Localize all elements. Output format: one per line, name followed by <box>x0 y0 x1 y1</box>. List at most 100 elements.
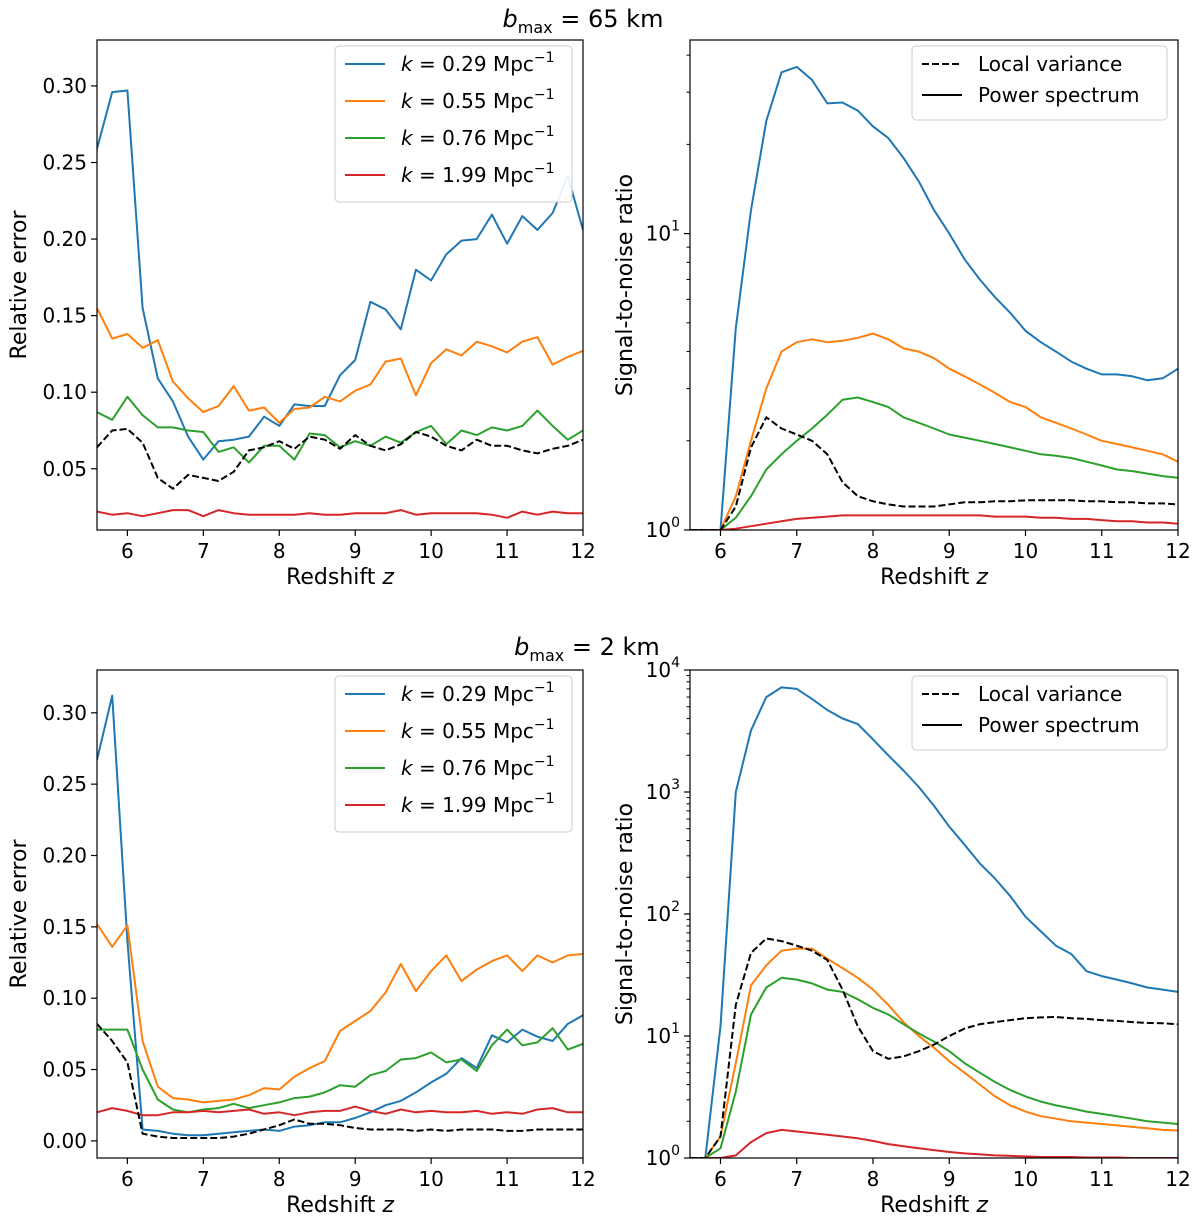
series-line-k199 <box>97 509 583 519</box>
legend: Local variance Power spectrum <box>911 675 1168 751</box>
x-tick-label: 8 <box>273 539 286 563</box>
legend-label: k = 1.99 Mpc−1 <box>401 791 555 817</box>
y-tick-label: 100 <box>646 515 680 542</box>
y-tick-label: 0.30 <box>42 701 87 725</box>
series-line-local-dashed <box>690 416 1178 530</box>
legend-frame <box>911 45 1168 121</box>
axes-frame <box>689 39 1179 531</box>
x-tick-label: 11 <box>1089 539 1114 563</box>
chart-panel-top-left: 6 7 8 9 10 11 12 0.05 0.10 0.15 0.20 0.25 0.30 Redshi… <box>7 39 596 590</box>
chart-panel-bottom-right: 6 7 8 9 10 11 12 100 101 102 103 104 Redshift z Signa… <box>613 655 1191 1218</box>
x-tick-label: 12 <box>570 539 595 563</box>
axes-frame <box>96 669 584 1159</box>
y-tick-label: 101 <box>646 219 680 246</box>
series-line-k076 <box>97 395 583 464</box>
legend-frame <box>334 675 573 833</box>
legend-label: k = 0.76 Mpc−1 <box>401 124 555 150</box>
y-tick-label: 0.30 <box>42 74 87 98</box>
y-tick-label: 101 <box>646 1021 680 1048</box>
legend: k = 0.29 Mpc−1 k = 0.55 Mpc−1 k = 0.76 Mpc… <box>334 45 573 203</box>
legend-label: k = 0.29 Mpc−1 <box>401 50 555 76</box>
axes-frame <box>96 39 584 531</box>
x-axis-label: Redshift z <box>286 1193 394 1218</box>
series-group <box>97 89 583 519</box>
series-line-k076 <box>97 1027 583 1114</box>
series-group <box>690 65 1178 530</box>
x-tick-label: 12 <box>1165 539 1190 563</box>
legend-label: Power spectrum <box>978 83 1139 107</box>
legend-frame <box>911 675 1168 751</box>
y-tick-label: 0.10 <box>42 380 87 404</box>
y-tick-label: 0.15 <box>42 304 87 328</box>
legend: Local variance Power spectrum <box>911 45 1168 121</box>
x-tick-label: 11 <box>494 1167 519 1191</box>
x-tick-label: 10 <box>418 1167 443 1191</box>
y-tick-label: 104 <box>646 655 680 682</box>
series-group <box>690 686 1178 1158</box>
y-axis-label: Signal-to-noise ratio <box>613 803 638 1025</box>
x-tick-label: 11 <box>494 539 519 563</box>
series-line-local-dashed <box>690 937 1178 1158</box>
y-tick-label: 100 <box>646 1143 680 1170</box>
series-group <box>97 694 583 1139</box>
y-tick-label: 0.10 <box>42 986 87 1010</box>
x-tick-label: 11 <box>1089 1167 1114 1191</box>
x-tick-label: 12 <box>1165 1167 1190 1191</box>
y-tick-label: 0.25 <box>42 772 87 796</box>
y-tick-label: 103 <box>646 777 680 804</box>
x-tick-label: 10 <box>418 539 443 563</box>
legend-label: Local variance <box>978 682 1122 706</box>
series-line-k199 <box>97 1105 583 1117</box>
x-tick-label: 10 <box>1013 1167 1038 1191</box>
series-line-k055 <box>690 332 1178 530</box>
x-tick-label: 9 <box>349 539 362 563</box>
x-tick-label: 6 <box>121 1167 134 1191</box>
series-line-k055 <box>690 947 1178 1158</box>
series-line-k029 <box>690 686 1178 1158</box>
x-tick-label: 9 <box>943 1167 956 1191</box>
y-axis-label: Signal-to-noise ratio <box>613 174 638 396</box>
y-tick-label: 0.05 <box>42 457 87 481</box>
legend: k = 0.29 Mpc−1 k = 0.55 Mpc−1 k = 0.76 Mpc… <box>334 675 573 833</box>
series-line-k076 <box>690 396 1178 530</box>
series-line-k029 <box>97 89 583 461</box>
y-tick-label: 0.20 <box>42 843 87 867</box>
x-tick-label: 10 <box>1013 539 1038 563</box>
legend-label: k = 0.76 Mpc−1 <box>401 754 555 780</box>
x-tick-label: 12 <box>570 1167 595 1191</box>
legend-label: Local variance <box>978 52 1122 76</box>
x-tick-label: 9 <box>349 1167 362 1191</box>
x-axis-label: Redshift z <box>880 565 988 590</box>
series-line-k029 <box>690 65 1178 530</box>
legend-label: k = 0.29 Mpc−1 <box>401 680 555 706</box>
legend-label: Power spectrum <box>978 713 1139 737</box>
chart-panel-bottom-left: 6 7 8 9 10 11 12 0.00 0.05 0.10 0.15 0.20 0.25 0.30 Re… <box>7 669 596 1218</box>
y-tick-label: 0.15 <box>42 915 87 939</box>
series-line-k076 <box>690 976 1178 1158</box>
series-line-k199 <box>690 1128 1178 1158</box>
legend-label: k = 1.99 Mpc−1 <box>401 161 555 187</box>
x-tick-label: 8 <box>867 1167 880 1191</box>
x-axis-label: Redshift z <box>880 1193 988 1218</box>
y-tick-label: 0.20 <box>42 227 87 251</box>
figure-title-top: bmax = 65 km <box>503 5 664 37</box>
y-axis-label: Relative error <box>7 210 32 360</box>
legend-label: k = 0.55 Mpc−1 <box>401 717 555 743</box>
x-tick-label: 6 <box>121 539 134 563</box>
legend-frame <box>334 45 573 203</box>
chart-panel-top-right: 6 7 8 9 10 11 12 100 101 Redshift z Signal-to-nois… <box>613 39 1191 590</box>
x-tick-label: 7 <box>790 539 803 563</box>
x-tick-label: 7 <box>790 1167 803 1191</box>
series-line-local-dashed <box>97 1023 583 1139</box>
x-tick-label: 8 <box>273 1167 286 1191</box>
y-axis-label: Relative error <box>7 839 32 989</box>
series-line-k029 <box>97 694 583 1137</box>
y-tick-label: 0.00 <box>42 1129 87 1153</box>
x-tick-label: 6 <box>714 539 727 563</box>
y-tick-label: 0.25 <box>42 151 87 175</box>
x-tick-label: 7 <box>197 1167 210 1191</box>
y-tick-label: 102 <box>646 899 680 926</box>
x-tick-label: 9 <box>943 539 956 563</box>
figure-title-bottom: bmax = 2 km <box>514 633 660 665</box>
